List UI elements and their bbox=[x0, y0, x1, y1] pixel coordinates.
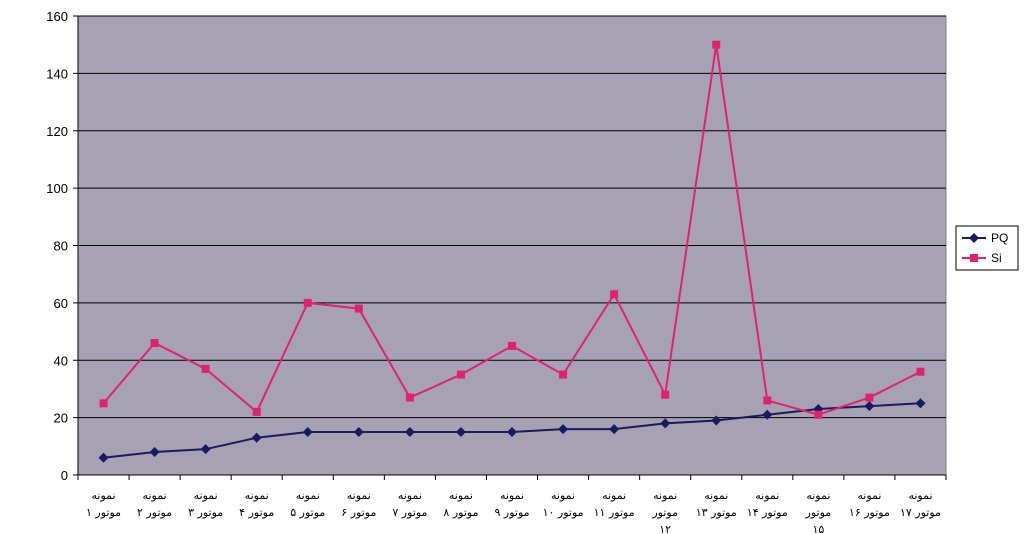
legend-marker-si bbox=[970, 254, 978, 262]
legend-marker-pq bbox=[969, 233, 979, 243]
x-tick-label: نمونه bbox=[347, 489, 371, 502]
data-point-pq bbox=[200, 444, 211, 455]
x-tick-label: موتور ۱۰ bbox=[543, 506, 584, 519]
data-point-pq bbox=[353, 426, 364, 437]
x-tick-label: موتور ۶ bbox=[341, 506, 376, 519]
data-point-si bbox=[201, 364, 210, 373]
x-tick-label: ۱۵ bbox=[812, 523, 824, 534]
y-tick-label: 20 bbox=[54, 411, 68, 426]
x-tick-label: موتور ۹ bbox=[494, 506, 529, 519]
data-point-si bbox=[916, 367, 925, 376]
x-tick-label: نمونه bbox=[857, 489, 881, 502]
series-group bbox=[98, 40, 926, 463]
data-point-si bbox=[610, 290, 619, 299]
x-tick-label: موتور ۱۴ bbox=[747, 506, 788, 519]
legend-box bbox=[955, 225, 1019, 271]
x-tick-label: موتور ۴ bbox=[239, 506, 274, 519]
legend-label-si: Si bbox=[991, 251, 1002, 265]
x-tick-label: موتور ۳ bbox=[188, 506, 223, 519]
data-point-pq bbox=[404, 426, 415, 437]
data-point-si bbox=[559, 370, 568, 379]
data-point-si bbox=[814, 410, 823, 419]
data-point-pq bbox=[507, 426, 517, 437]
x-tick-label: موتور ۱۱ bbox=[594, 506, 635, 519]
data-point-si bbox=[150, 339, 159, 348]
x-tick-label: ۱۲ bbox=[659, 523, 671, 534]
data-point-pq bbox=[660, 418, 671, 429]
gridlines bbox=[78, 15, 946, 419]
x-tick-label: نمونه bbox=[143, 489, 167, 502]
y-tick-label: 160 bbox=[46, 9, 68, 24]
y-tick-label: 0 bbox=[61, 468, 68, 483]
data-point-pq bbox=[251, 432, 262, 443]
y-tick-label: 100 bbox=[46, 181, 68, 196]
data-point-si bbox=[712, 40, 721, 49]
data-point-si bbox=[405, 393, 414, 402]
x-tick-label: نمونه bbox=[398, 489, 422, 502]
data-point-pq bbox=[609, 424, 620, 435]
x-tick-label: نمونه bbox=[449, 489, 473, 502]
data-point-si bbox=[865, 393, 874, 402]
x-tick-label: موتور ۱۷ bbox=[900, 506, 941, 519]
legend: PQ Si bbox=[955, 225, 1019, 271]
x-tick-label: موتور ۱۳ bbox=[696, 506, 737, 519]
data-point-pq bbox=[98, 452, 109, 463]
data-point-pq bbox=[915, 398, 926, 409]
legend-label-pq: PQ bbox=[991, 231, 1008, 245]
x-tick-label: نمونه bbox=[296, 489, 320, 502]
x-tick-label: نمونه bbox=[602, 489, 626, 502]
data-point-pq bbox=[864, 401, 875, 412]
y-tick-label: 120 bbox=[46, 124, 68, 139]
x-tick-label: نمونه bbox=[653, 489, 677, 502]
y-tick-label: 60 bbox=[54, 296, 68, 311]
data-point-si bbox=[456, 370, 465, 379]
x-tick-label: موتور ۲ bbox=[137, 506, 172, 519]
x-tick-label: موتور ۱۶ bbox=[849, 506, 890, 519]
data-point-pq bbox=[711, 415, 722, 426]
x-tick-label: موتور ۷ bbox=[392, 506, 427, 519]
data-point-si bbox=[303, 298, 312, 307]
data-point-pq bbox=[558, 424, 569, 435]
x-tick-label: نمونه bbox=[806, 489, 830, 502]
x-tick-label: موتور bbox=[805, 506, 832, 519]
data-point-pq bbox=[762, 409, 773, 420]
x-tick-label: موتور ۵ bbox=[290, 506, 325, 519]
x-tick-label: موتور ۱ bbox=[86, 506, 121, 519]
data-point-si bbox=[354, 304, 363, 313]
data-point-si bbox=[252, 407, 261, 416]
x-tick-label: نمونه bbox=[91, 489, 115, 502]
x-tick-label: نمونه bbox=[704, 489, 728, 502]
x-tick-label: نمونه bbox=[194, 489, 218, 502]
x-tick-label: موتور ۸ bbox=[443, 506, 478, 519]
data-point-pq bbox=[149, 447, 160, 458]
x-tick-label: موتور bbox=[651, 506, 678, 519]
x-tick-label: نمونه bbox=[908, 489, 932, 502]
data-point-si bbox=[99, 399, 108, 408]
data-point-pq bbox=[455, 426, 466, 437]
x-tick-label: نمونه bbox=[755, 489, 779, 502]
y-tick-label: 40 bbox=[54, 353, 68, 368]
x-tick-label: نمونه bbox=[245, 489, 269, 502]
data-point-si bbox=[763, 396, 772, 405]
x-tick-label: نمونه bbox=[500, 489, 524, 502]
data-point-si bbox=[508, 341, 516, 350]
x-tick-label: نمونه bbox=[551, 489, 575, 502]
y-tick-label: 140 bbox=[46, 66, 68, 81]
y-axis-ticks: 0 20 40 60 80 100 120 140 160 bbox=[46, 9, 78, 483]
data-point-pq bbox=[302, 426, 313, 437]
y-tick-label: 80 bbox=[54, 239, 68, 254]
x-axis-ticks: نمونه موتور ۱ نمونه موتور ۲ نمونه موتور ۳ نمون… bbox=[77, 475, 947, 534]
data-point-si bbox=[661, 390, 670, 399]
